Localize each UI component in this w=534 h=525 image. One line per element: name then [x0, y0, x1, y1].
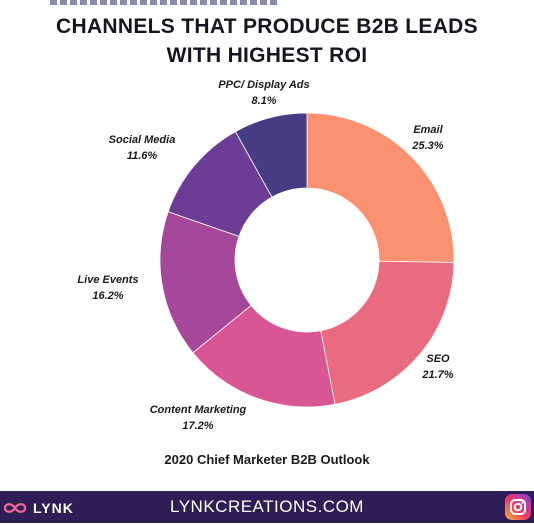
chart-title: CHANNELS THAT PRODUCE B2B LEADS WITH HIG… [0, 12, 534, 70]
slice-label-live-events: Live Events [77, 274, 138, 286]
slice-value-seo: 21.7% [421, 369, 453, 381]
slice-label-seo: SEO [426, 353, 450, 365]
chart-title-line-1: CHANNELS THAT PRODUCE B2B LEADS [56, 15, 478, 38]
slice-label-ppc-display-ads: PPC/ Display Ads [218, 79, 309, 91]
footer-website[interactable]: LYNKCREATIONS.COM [170, 497, 364, 516]
slice-labels: Email 25.3% SEO 21.7% Content Marketing 17.2%… [77, 79, 453, 432]
brand-logo: LYNK [2, 497, 74, 519]
slice-label-email: Email [413, 124, 443, 136]
slice-value-content-marketing: 17.2% [182, 420, 213, 432]
brand-name: LYNK [33, 500, 74, 516]
top-decorative-strip [50, 0, 280, 5]
slice-value-social-media: 11.6% [127, 150, 158, 162]
slice-label-content-marketing: Content Marketing [150, 404, 247, 416]
slice-email [306, 112, 455, 263]
slice-value-live-events: 16.2% [92, 290, 123, 302]
instagram-icon[interactable] [505, 494, 531, 520]
footer-bar: LYNKCREATIONS.COM LYNK [0, 491, 534, 523]
slice-label-social-media: Social Media [109, 134, 176, 146]
slice-value-email: 25.3% [411, 140, 443, 152]
slice-ppc-display-ads [234, 112, 308, 198]
slice-seo [320, 260, 455, 405]
slice-value-ppc-display-ads: 8.1% [251, 95, 276, 107]
donut-slices [159, 112, 455, 408]
chart-title-line-2: WITH HIGHEST ROI [166, 44, 368, 67]
slice-content-marketing [192, 304, 336, 408]
chart-source: 2020 Chief Marketer B2B Outlook [164, 452, 370, 467]
infinity-icon [3, 503, 27, 513]
